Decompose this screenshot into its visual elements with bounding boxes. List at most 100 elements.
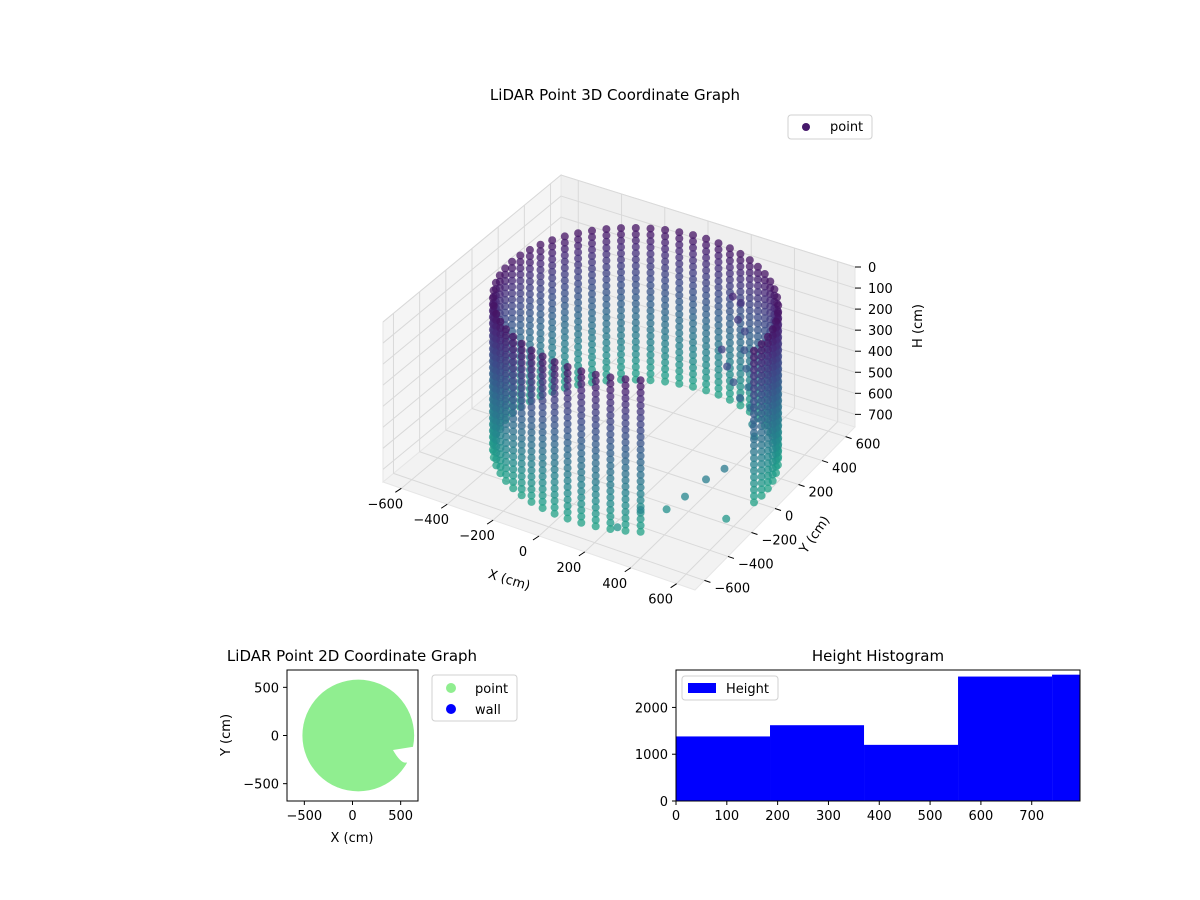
- point-marker: [588, 308, 596, 317]
- point-marker: [689, 344, 697, 353]
- point-marker: [621, 495, 630, 504]
- point-marker: [631, 344, 640, 352]
- point-marker: [617, 312, 625, 321]
- point-marker: [745, 287, 754, 296]
- point-marker: [728, 292, 737, 301]
- point-marker: [577, 379, 586, 388]
- point-marker: [502, 457, 510, 466]
- point-marker: [757, 434, 766, 443]
- point-marker: [602, 225, 611, 234]
- point-marker: [516, 270, 525, 279]
- point-marker: [502, 432, 510, 441]
- point-marker: [725, 282, 734, 291]
- point-marker: [563, 382, 572, 390]
- point-marker: [621, 432, 630, 441]
- point-marker: [714, 359, 723, 368]
- point-marker: [689, 231, 697, 240]
- point-marker: [550, 358, 559, 367]
- point-marker: [702, 285, 711, 294]
- point-marker: [736, 298, 745, 307]
- legend-marker-point: [802, 123, 810, 131]
- point-marker: [763, 415, 772, 423]
- point-marker: [517, 358, 526, 367]
- point-marker: [560, 232, 569, 241]
- point-marker: [675, 247, 684, 256]
- histogram-bar: [864, 744, 959, 801]
- point-marker: [661, 282, 670, 291]
- point-marker: [577, 373, 586, 382]
- point-marker: [563, 470, 572, 479]
- point-marker: [736, 382, 745, 391]
- point-marker: [502, 382, 510, 391]
- point-marker: [536, 310, 545, 319]
- point-marker: [525, 315, 534, 324]
- point-marker: [548, 255, 557, 264]
- point-marker: [617, 287, 625, 296]
- point-marker: [646, 300, 655, 309]
- point-marker: [689, 306, 697, 315]
- point-marker: [725, 395, 734, 404]
- point-marker: [736, 376, 745, 385]
- point-marker: [689, 363, 697, 372]
- histogram-bars: [676, 674, 1080, 801]
- point-marker: [714, 333, 723, 342]
- point-marker: [538, 497, 547, 506]
- point-marker: [602, 338, 611, 347]
- point-marker: [527, 422, 536, 431]
- point-marker: [574, 267, 583, 276]
- point-marker: [517, 402, 526, 411]
- point-marker: [548, 331, 557, 339]
- point-marker: [606, 512, 615, 521]
- point-marker: [560, 295, 569, 304]
- point-marker: [606, 417, 615, 426]
- point-marker: [560, 251, 569, 260]
- point-marker: [602, 288, 611, 297]
- point-marker: [606, 423, 615, 432]
- point-marker: [509, 465, 518, 474]
- legend-label-point: point: [830, 120, 863, 135]
- x-tick-label: 200: [765, 809, 790, 824]
- point-marker: [509, 364, 518, 373]
- point-marker: [621, 375, 630, 384]
- point-marker: [517, 365, 526, 373]
- point-marker: [525, 296, 534, 305]
- point-marker: [757, 422, 766, 431]
- point-marker: [631, 242, 640, 251]
- point-marker: [675, 291, 684, 300]
- point-marker: [517, 440, 526, 449]
- 2d-scatter-area: [302, 679, 418, 792]
- point-marker: [560, 320, 569, 329]
- point-marker: [588, 239, 596, 248]
- point-marker: [621, 526, 630, 535]
- point-marker: [714, 283, 723, 292]
- point-marker: [517, 459, 526, 468]
- point-marker: [527, 346, 536, 355]
- point-marker: [763, 332, 772, 341]
- point-marker: [538, 409, 547, 418]
- point-marker: [689, 325, 697, 334]
- point-marker: [636, 515, 645, 524]
- point-marker: [502, 426, 510, 435]
- y-tick-label: 1000: [635, 748, 668, 763]
- y-tick-label: 0: [271, 730, 279, 745]
- point-marker: [757, 359, 766, 367]
- point-marker: [714, 352, 723, 361]
- histogram-ticks: 0 100 200 300 400 500 600 700 0 1000 2000: [635, 701, 1044, 824]
- point-marker: [661, 301, 670, 310]
- point-marker: [763, 440, 772, 449]
- point-marker: [538, 478, 547, 487]
- point-marker: [757, 390, 766, 399]
- y-tick-mark: [845, 436, 852, 440]
- point-marker: [714, 270, 723, 279]
- point-marker: [525, 264, 534, 273]
- point-marker: [606, 455, 615, 464]
- point-marker: [725, 269, 734, 278]
- point-marker: [631, 299, 640, 308]
- point-marker: [509, 383, 518, 392]
- point-marker: [577, 424, 586, 433]
- point-marker: [621, 438, 630, 447]
- point-marker: [591, 414, 600, 423]
- point-marker: [725, 250, 734, 259]
- point-marker: [588, 327, 596, 336]
- point-marker: [527, 396, 536, 405]
